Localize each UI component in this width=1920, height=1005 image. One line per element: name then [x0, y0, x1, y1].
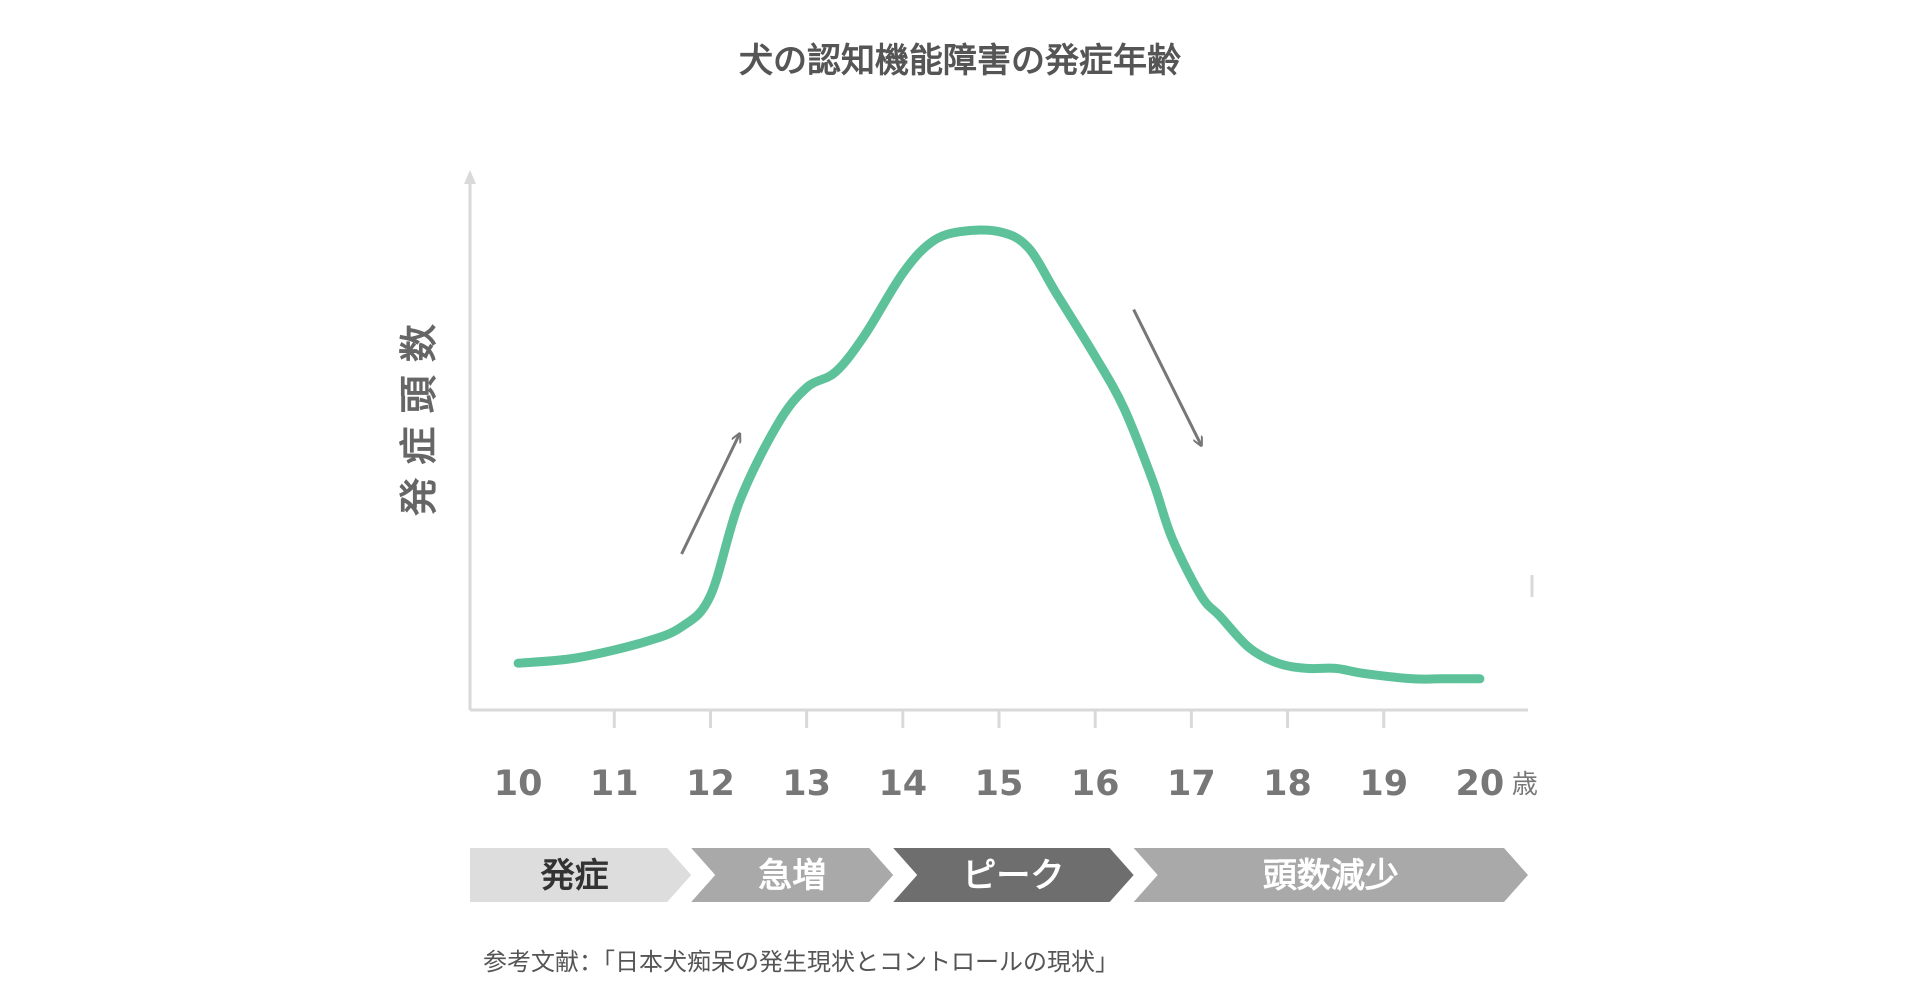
trend-arrows [680, 308, 1201, 555]
x-tick-label-19: 19 [1359, 764, 1408, 804]
source-citation: 参考文献：「日本犬痴呆の発生現状とコントロールの現状」 [483, 948, 1119, 976]
x-tick-label-10: 10 [494, 764, 543, 804]
x-tick-label-13: 13 [782, 764, 831, 804]
axes [464, 170, 1534, 712]
chart-title: 犬の認知機能障害の発症年齢 [739, 41, 1181, 81]
x-tick-label-18: 18 [1263, 764, 1312, 804]
phase-bar: 発症 急増 ピーク 頭数減少 [470, 848, 1528, 902]
phase-label-2: 急増 [758, 856, 826, 896]
x-tick-label-15: 15 [975, 764, 1024, 804]
phase-chevron-2 [691, 848, 894, 902]
phase-label-1: 発症 [541, 856, 609, 896]
y-axis-arrowhead [464, 170, 476, 184]
series-line-onset-count [513, 225, 1485, 684]
x-tick-label-16: 16 [1071, 764, 1120, 804]
x-tick-labels: 10 11 12 13 14 15 16 17 18 19 20 [494, 764, 1505, 804]
y-axis-label: 発 症 頭 数 [397, 324, 441, 516]
phase-label-3: ピーク [962, 856, 1064, 896]
phase-label-4: 頭数減少 [1263, 856, 1399, 896]
trend-arrow-up [680, 434, 740, 555]
x-unit-label: 歳 [1512, 770, 1538, 800]
x-tick-label-17: 17 [1167, 764, 1216, 804]
x-tick-label-20: 20 [1456, 764, 1505, 804]
phase-chevron-1 [470, 848, 692, 902]
x-tick-label-11: 11 [590, 764, 639, 804]
x-ticks [612, 710, 1386, 728]
phase-chevron-4 [1133, 848, 1528, 902]
x-tick-label-14: 14 [878, 764, 927, 804]
phase-chevron-3 [893, 848, 1134, 902]
x-tick-label-12: 12 [686, 764, 735, 804]
trend-arrow-down [1132, 308, 1201, 445]
